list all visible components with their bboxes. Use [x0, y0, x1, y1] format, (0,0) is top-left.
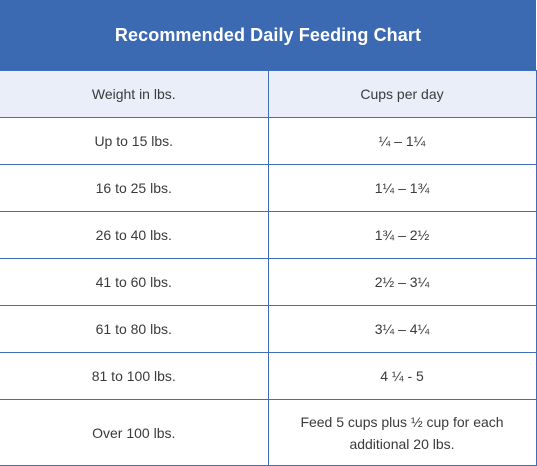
weight-cell: 61 to 80 lbs.	[0, 305, 269, 353]
cups-cell: ¼ – 1¼	[267, 117, 537, 165]
chart-title: Recommended Daily Feeding Chart	[0, 0, 536, 70]
table-row: 41 to 60 lbs. 2½ – 3¼	[0, 258, 537, 306]
cups-cell: 3¼ – 4¼	[267, 305, 537, 353]
weight-column-header: Weight in lbs.	[0, 70, 269, 118]
table-row: 81 to 100 lbs. 4 ¼ - 5	[0, 352, 537, 400]
feeding-table: Weight in lbs. Cups per day Up to 15 lbs…	[0, 70, 537, 466]
cups-cell: 2½ – 3¼	[267, 258, 537, 306]
weight-cell: Over 100 lbs.	[0, 399, 269, 466]
table-row: Up to 15 lbs. ¼ – 1¼	[0, 117, 537, 165]
table-row: 61 to 80 lbs. 3¼ – 4¼	[0, 305, 537, 353]
table-row: 16 to 25 lbs. 1¼ – 1¾	[0, 164, 537, 212]
table-header: Weight in lbs. Cups per day	[0, 70, 537, 118]
cups-cell: Feed 5 cups plus ½ cup for each addition…	[267, 399, 537, 466]
weight-cell: 26 to 40 lbs.	[0, 211, 269, 259]
cups-cell: 4 ¼ - 5	[267, 352, 537, 400]
weight-cell: Up to 15 lbs.	[0, 117, 269, 165]
cups-cell: 1¾ – 2½	[267, 211, 537, 259]
table-row: 26 to 40 lbs. 1¾ – 2½	[0, 211, 537, 259]
weight-cell: 41 to 60 lbs.	[0, 258, 269, 306]
weight-cell: 16 to 25 lbs.	[0, 164, 269, 212]
weight-cell: 81 to 100 lbs.	[0, 352, 269, 400]
table-row: Over 100 lbs. Feed 5 cups plus ½ cup for…	[0, 399, 537, 466]
table-body: Up to 15 lbs. ¼ – 1¼ 16 to 25 lbs. 1¼ – …	[0, 117, 537, 466]
header-row: Weight in lbs. Cups per day	[0, 70, 537, 118]
cups-column-header: Cups per day	[267, 70, 537, 118]
cups-cell: 1¼ – 1¾	[267, 164, 537, 212]
